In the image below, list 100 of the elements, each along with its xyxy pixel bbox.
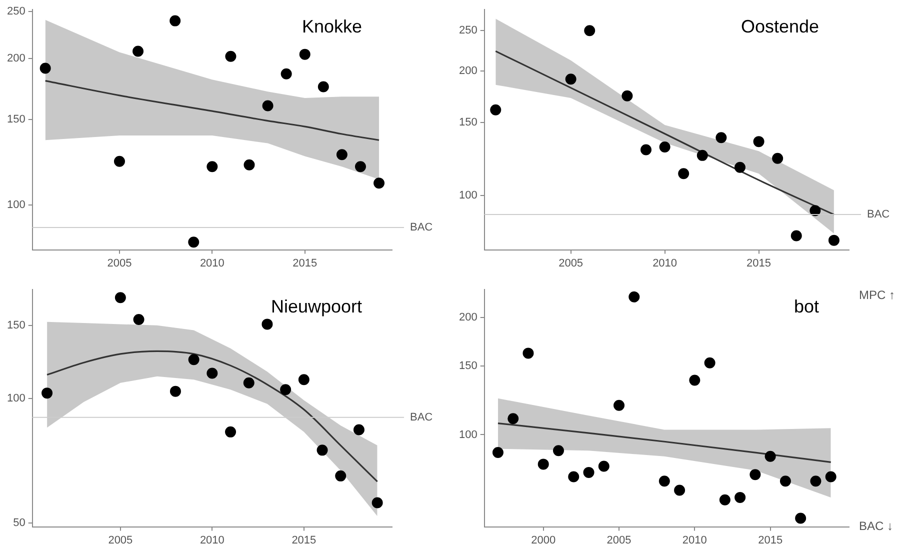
point bbox=[262, 100, 274, 112]
point bbox=[335, 470, 346, 482]
point bbox=[780, 476, 791, 487]
point bbox=[584, 25, 596, 36]
y-tick-label: 100 bbox=[6, 199, 26, 212]
line-series bbox=[44, 80, 380, 141]
y-tick-label: 100 bbox=[458, 190, 478, 202]
x-tick-label: 2005 bbox=[108, 534, 133, 546]
y-tick-label: 100 bbox=[6, 392, 26, 404]
point bbox=[132, 46, 144, 57]
y-tick-label: 250 bbox=[458, 24, 478, 37]
point bbox=[790, 230, 802, 242]
x-tick-label: 2010 bbox=[200, 534, 224, 546]
point bbox=[114, 292, 126, 304]
chart-title: Nieuwpoort bbox=[270, 296, 362, 317]
point bbox=[490, 104, 502, 116]
point bbox=[298, 374, 310, 386]
point bbox=[689, 374, 700, 386]
point bbox=[170, 15, 181, 26]
point bbox=[678, 168, 690, 180]
y-tick-label: 150 bbox=[458, 360, 478, 372]
point bbox=[810, 476, 822, 487]
point bbox=[372, 497, 383, 508]
x-tick-label: 2005 bbox=[558, 257, 584, 270]
point bbox=[598, 460, 610, 472]
point bbox=[206, 368, 218, 379]
point bbox=[492, 447, 504, 458]
y-tick-label: 50 bbox=[13, 517, 26, 530]
point bbox=[622, 90, 633, 102]
point bbox=[719, 494, 730, 506]
point bbox=[753, 136, 764, 148]
x-tick-label: 2015 bbox=[746, 257, 772, 270]
point bbox=[674, 484, 686, 496]
text: BAC ↓ bbox=[859, 519, 894, 534]
x-tick-label: 2005 bbox=[606, 534, 632, 546]
point bbox=[244, 159, 255, 170]
y-tick-label: 100 bbox=[458, 428, 478, 441]
point bbox=[336, 149, 348, 160]
point bbox=[299, 48, 310, 60]
point bbox=[114, 156, 125, 167]
chart-title: Knokke bbox=[302, 16, 362, 37]
y-tick-label: 150 bbox=[458, 116, 478, 129]
point bbox=[795, 512, 806, 524]
x-tick-label: 2015 bbox=[292, 534, 316, 546]
y-tick-label: 150 bbox=[6, 319, 26, 332]
point bbox=[614, 400, 625, 411]
point bbox=[750, 469, 761, 480]
point bbox=[659, 141, 670, 152]
ref-line-label: BAC bbox=[410, 222, 433, 234]
point bbox=[568, 471, 580, 482]
point bbox=[825, 471, 836, 482]
point bbox=[225, 50, 236, 62]
point bbox=[243, 377, 254, 388]
point bbox=[810, 205, 821, 216]
y-tick-label: 200 bbox=[6, 52, 26, 65]
chart-title: bot bbox=[794, 296, 819, 317]
ref-line-label: BAC bbox=[410, 411, 433, 424]
point bbox=[583, 466, 594, 478]
point bbox=[42, 388, 53, 399]
point bbox=[552, 445, 564, 456]
point bbox=[354, 161, 366, 172]
point bbox=[772, 152, 784, 164]
point bbox=[828, 234, 840, 246]
line-series bbox=[494, 50, 835, 216]
y-tick-label: 150 bbox=[6, 113, 26, 126]
point bbox=[206, 161, 218, 172]
point bbox=[280, 68, 292, 80]
y-tick-label: 250 bbox=[6, 5, 26, 18]
point bbox=[628, 291, 640, 302]
line-series bbox=[46, 350, 378, 482]
point bbox=[640, 144, 652, 156]
point bbox=[508, 413, 519, 424]
point bbox=[40, 62, 51, 74]
point bbox=[734, 162, 746, 173]
line-series bbox=[497, 422, 832, 463]
x-tick-label: 2015 bbox=[758, 534, 783, 546]
x-tick-label: 2010 bbox=[652, 257, 678, 270]
point bbox=[318, 81, 329, 92]
point bbox=[280, 384, 292, 396]
point bbox=[188, 236, 200, 248]
point bbox=[225, 426, 236, 438]
x-tick-label: 2015 bbox=[292, 257, 318, 270]
text: MPC ↑ bbox=[859, 288, 895, 302]
chart-title: Oostende bbox=[740, 16, 819, 37]
point bbox=[696, 150, 708, 161]
point bbox=[658, 476, 670, 487]
y-tick-label: 200 bbox=[458, 312, 478, 324]
x-tick-label: 2010 bbox=[200, 257, 224, 270]
point bbox=[522, 348, 534, 359]
point bbox=[704, 357, 716, 368]
y-tick-label: 200 bbox=[458, 64, 478, 77]
point bbox=[133, 314, 144, 325]
x-tick-label: 2010 bbox=[682, 534, 707, 546]
point bbox=[188, 354, 200, 366]
ref-line-label: BAC bbox=[867, 208, 890, 221]
x-tick-label: 2000 bbox=[531, 534, 556, 546]
x-tick-label: 2005 bbox=[107, 257, 132, 270]
point bbox=[538, 458, 549, 470]
point bbox=[353, 424, 364, 436]
point bbox=[734, 492, 746, 503]
